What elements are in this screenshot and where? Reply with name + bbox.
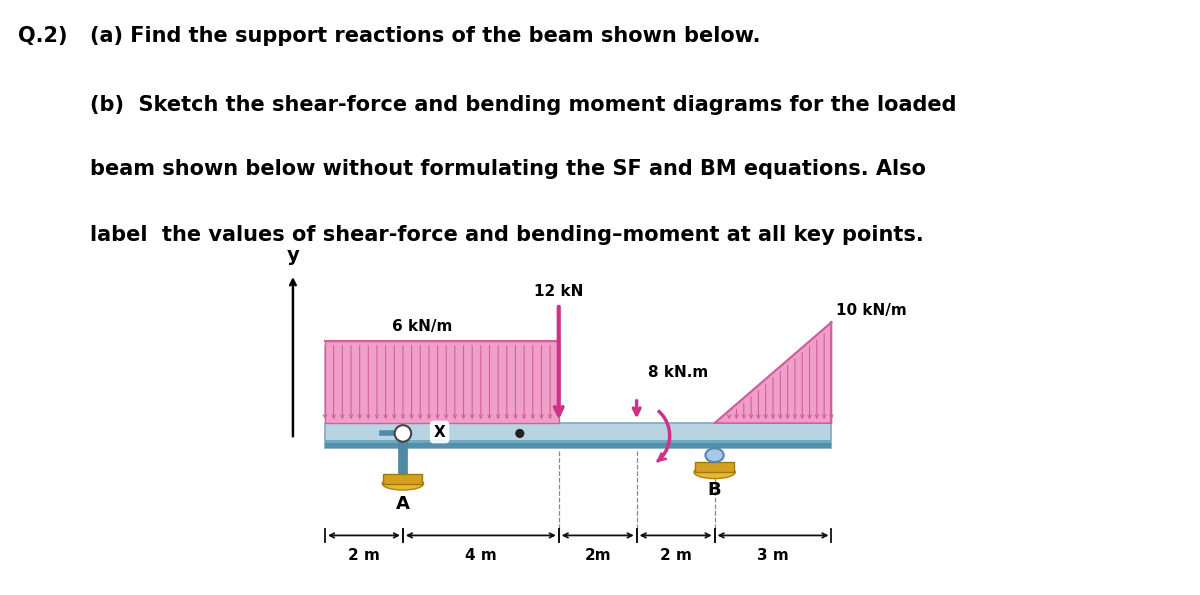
Text: y: y <box>287 246 299 265</box>
Text: Q.2): Q.2) <box>18 26 67 46</box>
Text: 2 m: 2 m <box>660 548 691 563</box>
Ellipse shape <box>383 477 424 490</box>
Bar <box>695 462 734 472</box>
Bar <box>325 440 832 443</box>
Bar <box>325 340 559 423</box>
Circle shape <box>395 425 412 441</box>
Text: label  the values of shear-force and bending–moment at all key points.: label the values of shear-force and bend… <box>90 225 924 245</box>
Text: 8 kN.m: 8 kN.m <box>648 365 708 380</box>
Circle shape <box>515 429 524 438</box>
Text: A: A <box>396 495 410 513</box>
Text: beam shown below without formulating the SF and BM equations. Also: beam shown below without formulating the… <box>90 159 926 178</box>
Text: 2 m: 2 m <box>348 548 380 563</box>
Bar <box>325 423 832 449</box>
Bar <box>384 474 422 484</box>
Text: 3 m: 3 m <box>757 548 788 563</box>
Polygon shape <box>714 322 832 423</box>
Text: (b)  Sketch the shear-force and bending moment diagrams for the loaded: (b) Sketch the shear-force and bending m… <box>90 95 956 115</box>
Text: 12 kN: 12 kN <box>534 284 583 299</box>
Text: 6 kN/m: 6 kN/m <box>392 319 452 334</box>
Text: 4 m: 4 m <box>464 548 497 563</box>
Bar <box>325 443 832 449</box>
Text: B: B <box>708 481 721 499</box>
Ellipse shape <box>694 466 736 478</box>
Text: X: X <box>433 425 445 440</box>
Text: 2m: 2m <box>584 548 611 563</box>
Ellipse shape <box>706 449 724 462</box>
Text: 10 kN/m: 10 kN/m <box>836 303 907 318</box>
Text: (a) Find the support reactions of the beam shown below.: (a) Find the support reactions of the be… <box>90 26 761 46</box>
